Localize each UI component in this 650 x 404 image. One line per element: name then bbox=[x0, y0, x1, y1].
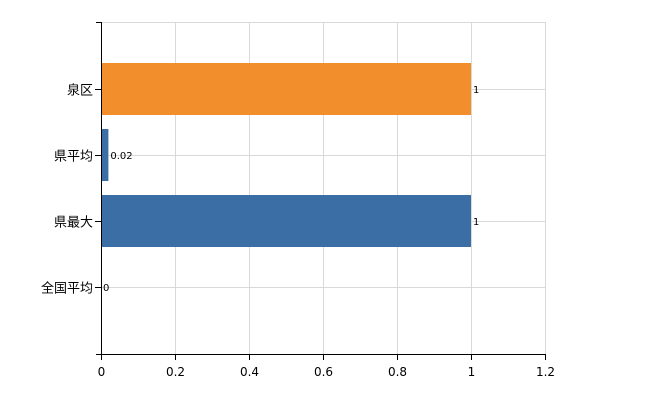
x-tick-label: 0.6 bbox=[314, 365, 333, 379]
x-tick-label: 1 bbox=[468, 365, 476, 379]
data-label: 0.02 bbox=[110, 151, 132, 162]
x-tick-label: 0.4 bbox=[240, 365, 259, 379]
bar bbox=[101, 63, 471, 115]
x-tick-label: 1.2 bbox=[536, 365, 555, 379]
data-label: 0 bbox=[103, 283, 109, 294]
category-label: 県平均 bbox=[54, 150, 93, 165]
data-label: 1 bbox=[473, 85, 479, 96]
bar bbox=[101, 195, 471, 247]
x-tick-label: 0.8 bbox=[388, 365, 407, 379]
x-tick-label: 0.2 bbox=[166, 365, 185, 379]
category-label: 全国平均 bbox=[41, 281, 93, 297]
bar bbox=[101, 129, 109, 181]
x-tick-label: 0 bbox=[98, 365, 106, 379]
category-label: 泉区 bbox=[67, 83, 93, 99]
label-layer: 1 0.02 1 0 bbox=[103, 85, 479, 294]
data-label: 1 bbox=[473, 217, 479, 228]
bar-layer bbox=[101, 63, 471, 247]
category-label: 県最大 bbox=[54, 216, 93, 231]
